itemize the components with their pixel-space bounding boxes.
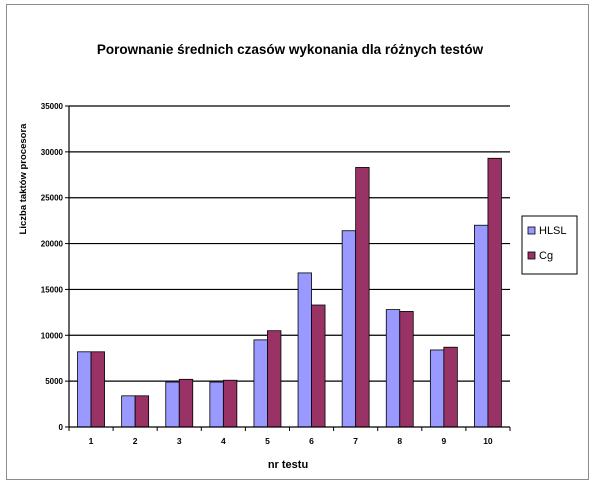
- bar-hlsl-9: [429, 349, 445, 428]
- bar-cg-10: [487, 157, 502, 428]
- x-tick-label: 2: [133, 436, 138, 446]
- bar-cg-2: [134, 395, 150, 428]
- bar-hlsl-5: [253, 339, 268, 428]
- bar-cg-8: [399, 311, 414, 428]
- bar-cg-4: [222, 379, 238, 428]
- bar-hlsl-7: [341, 230, 357, 428]
- legend-box: [521, 215, 578, 275]
- bar-hlsl-10: [474, 224, 489, 428]
- bar-hlsl-4: [209, 381, 224, 428]
- bar-hlsl-1: [77, 351, 92, 428]
- y-tick-label: 15000: [41, 285, 64, 294]
- y-axis-title: Liczba taktów procesora: [18, 123, 29, 235]
- x-tick-label: 9: [441, 436, 446, 446]
- bar-cg-9: [443, 346, 458, 428]
- chart-frame: Porownanie średnich czasów wykonania dla…: [6, 4, 589, 480]
- x-tick-label: 8: [397, 436, 402, 446]
- bar-cg-6: [311, 304, 326, 428]
- bar-hlsl-2: [121, 395, 136, 428]
- x-tick-label: 3: [177, 436, 182, 446]
- y-tick-label: 10000: [41, 331, 64, 340]
- y-tick-label: 0: [59, 423, 64, 432]
- legend-swatch-hlsl: [527, 226, 536, 235]
- x-tick-label: 1: [89, 436, 94, 446]
- bar-chart: Porownanie średnich czasów wykonania dla…: [18, 42, 578, 471]
- plot-area: 0 5000 10000 15000 20000 25000 30000 35000 1 2 3 4 5…: [41, 102, 511, 446]
- legend-label-hlsl: HLSL: [539, 225, 567, 237]
- x-tick-label: 4: [221, 436, 226, 446]
- y-tick-label: 35000: [41, 102, 64, 111]
- x-tick-label: 7: [353, 436, 358, 446]
- x-tick-label: 5: [265, 436, 270, 446]
- x-tick-label: 10: [483, 436, 493, 446]
- bar-cg-1: [90, 351, 105, 428]
- y-tick-label: 20000: [41, 240, 64, 249]
- bar-cg-5: [267, 330, 282, 428]
- bar-hlsl-6: [297, 272, 312, 428]
- y-tick-label: 25000: [41, 194, 64, 203]
- bar-cg-7: [355, 167, 370, 428]
- bar-cg-3: [178, 378, 194, 428]
- legend-label-cg: Cg: [539, 250, 553, 262]
- x-axis-title: nr testu: [268, 459, 308, 471]
- chart-title: Porownanie średnich czasów wykonania dla…: [97, 42, 484, 57]
- legend: HLSL Cg: [521, 215, 578, 275]
- x-tick-label: 6: [309, 436, 314, 446]
- bar-hlsl-3: [165, 381, 180, 428]
- legend-swatch-cg: [527, 251, 536, 260]
- y-tick-label: 5000: [45, 377, 63, 386]
- y-tick-label: 30000: [41, 148, 64, 157]
- bar-hlsl-8: [385, 309, 401, 428]
